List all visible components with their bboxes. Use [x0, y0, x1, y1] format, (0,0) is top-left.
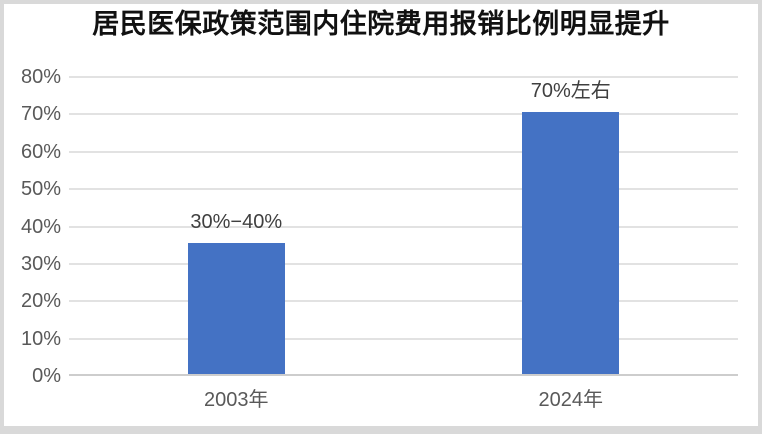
- gridline-20%: [69, 300, 738, 303]
- chart-title: 居民医保政策范围内住院费用报销比例明显提升: [92, 9, 670, 39]
- y-tick-label-50%: 50%: [20, 178, 61, 201]
- x-tick-label-2024年: 2024年: [538, 389, 604, 411]
- data-label-2024年: 70%左右: [530, 80, 611, 103]
- y-tick-label-60%: 60%: [20, 140, 61, 163]
- y-tick-label-80%: 80%: [20, 66, 61, 88]
- bar-2024年: [522, 112, 620, 374]
- y-tick-label-70%: 70%: [20, 103, 61, 126]
- y-tick-label-30%: 30%: [20, 252, 61, 275]
- x-axis-line: [69, 374, 738, 376]
- gridline-50%: [69, 188, 738, 191]
- chart-card-background: [4, 4, 758, 426]
- data-label-2003年: 30%−40%: [190, 211, 283, 234]
- gridline-10%: [69, 337, 738, 340]
- gridline-70%: [69, 113, 738, 116]
- y-tick-label-10%: 10%: [20, 327, 61, 350]
- plot-area: 30%−40% 70%左右: [69, 76, 738, 376]
- gridline-80%: [69, 76, 738, 78]
- bar-2003年: [187, 243, 285, 374]
- y-tick-label-0%: 0%: [32, 365, 61, 387]
- gridline-60%: [69, 150, 738, 153]
- gridline-40%: [69, 225, 738, 228]
- y-tick-label-40%: 40%: [20, 215, 61, 238]
- y-tick-label-20%: 20%: [20, 290, 61, 313]
- gridline-30%: [69, 262, 738, 265]
- x-tick-label-2003年: 2003年: [204, 389, 269, 411]
